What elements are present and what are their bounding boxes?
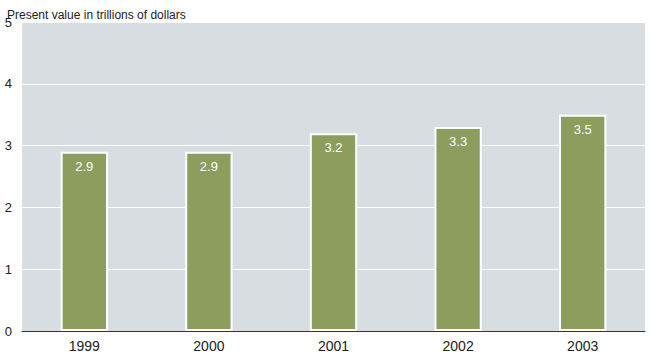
svg-text:2: 2	[5, 200, 12, 215]
svg-text:1999: 1999	[69, 338, 100, 354]
svg-text:2000: 2000	[193, 338, 224, 354]
svg-text:3.5: 3.5	[574, 122, 592, 137]
svg-text:Present value in trillions of: Present value in trillions of dollars	[7, 8, 186, 22]
svg-text:1: 1	[5, 262, 12, 277]
svg-text:3.2: 3.2	[324, 140, 342, 155]
svg-text:2002: 2002	[443, 338, 474, 354]
svg-text:3.3: 3.3	[449, 134, 467, 149]
svg-text:3: 3	[5, 138, 12, 153]
svg-text:5: 5	[4, 14, 12, 30]
svg-text:2001: 2001	[318, 338, 349, 354]
svg-text:4: 4	[5, 76, 12, 91]
svg-text:2.9: 2.9	[75, 159, 93, 174]
svg-text:0: 0	[5, 324, 12, 339]
svg-text:2.9: 2.9	[200, 159, 218, 174]
svg-text:2003: 2003	[567, 338, 598, 354]
